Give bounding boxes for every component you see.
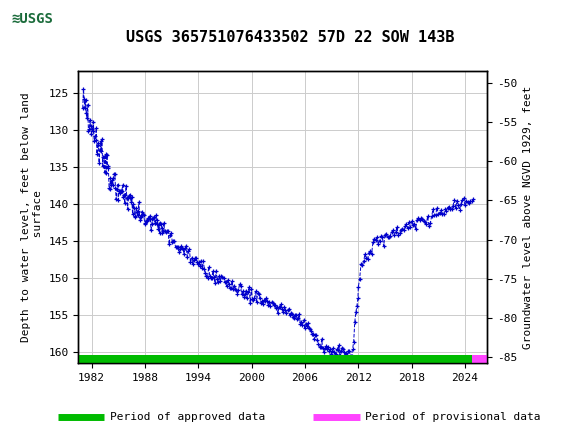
Text: Period of provisional data: Period of provisional data (365, 412, 541, 422)
Text: ≋USGS: ≋USGS (12, 12, 53, 26)
Y-axis label: Depth to water level, feet below land
 surface: Depth to water level, feet below land su… (21, 92, 43, 342)
Text: Period of approved data: Period of approved data (110, 412, 266, 422)
Y-axis label: Groundwater level above NGVD 1929, feet: Groundwater level above NGVD 1929, feet (523, 86, 532, 349)
Text: USGS 365751076433502 57D 22 SOW 143B: USGS 365751076433502 57D 22 SOW 143B (126, 30, 454, 45)
Bar (6, 2, 87, 36)
